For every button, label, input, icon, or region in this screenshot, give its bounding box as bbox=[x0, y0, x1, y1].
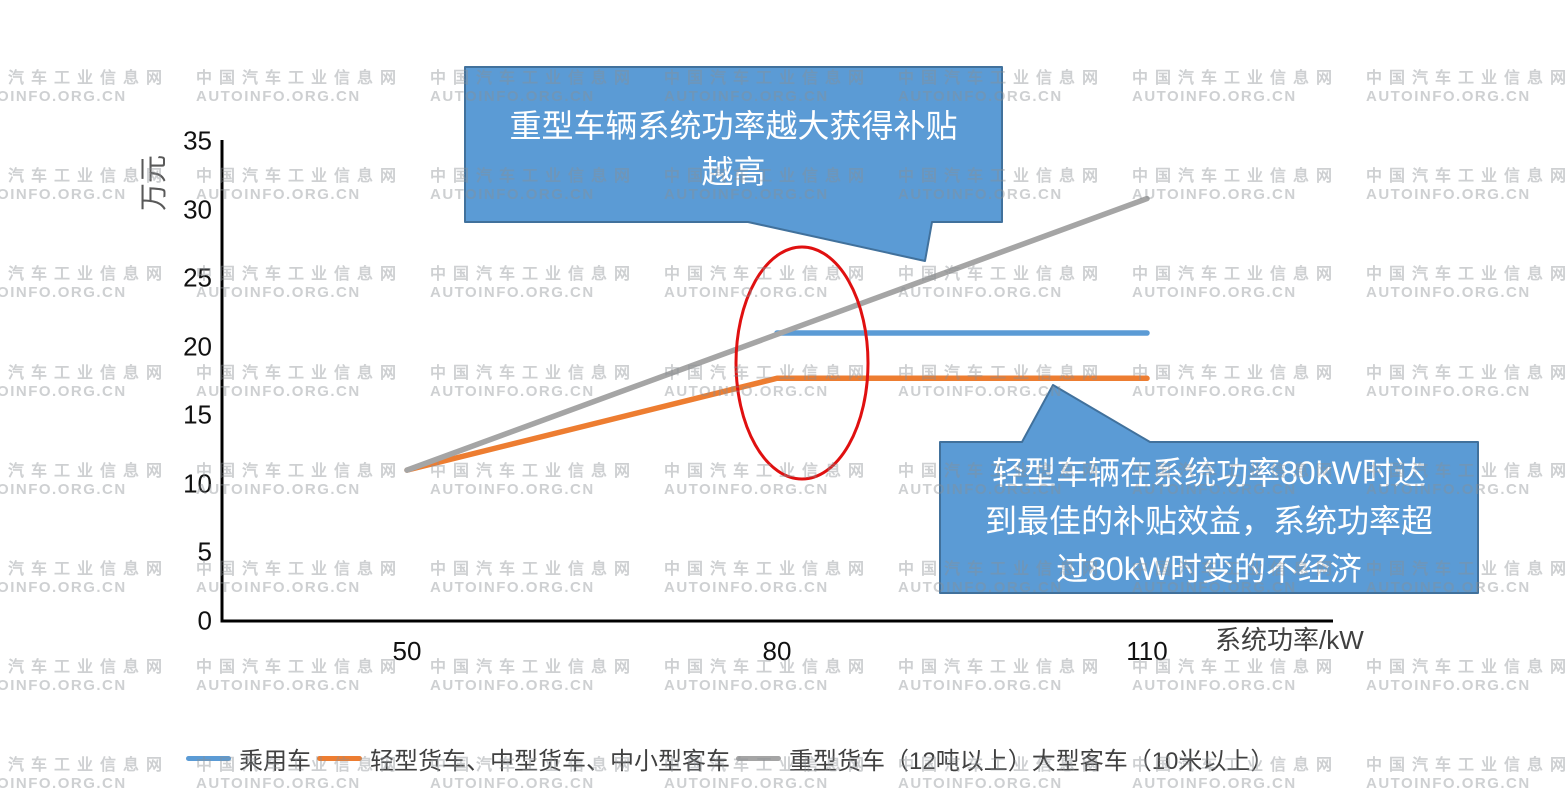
legend-item-0: 乘用车 bbox=[186, 741, 311, 776]
x-axis-title: 系统功率/kW bbox=[1215, 625, 1364, 655]
legend-label: 轻型货车、中型货车、中小型客车 bbox=[370, 747, 730, 775]
x-tick-label: 110 bbox=[1126, 636, 1168, 666]
y-tick-label: 20 bbox=[183, 331, 212, 362]
legend-swatch-icon bbox=[317, 755, 362, 761]
y-tick-label: 15 bbox=[183, 399, 212, 430]
y-tick-label: 0 bbox=[197, 605, 212, 636]
x-tick-label: 50 bbox=[392, 636, 422, 666]
y-tick-label: 5 bbox=[197, 536, 212, 567]
callout-line: 过80kW时变的不经济 bbox=[1056, 551, 1362, 587]
callout-light-vehicles: 轻型车辆在系统功率80kW时达 到最佳的补贴效益，系统功率超 过80kW时变的不… bbox=[940, 449, 1478, 593]
legend-item-2: 重型货车（12吨以上）大型客车（10米以上） bbox=[736, 741, 1274, 776]
y-tick-label: 10 bbox=[183, 468, 212, 499]
emphasis-ellipse bbox=[734, 245, 870, 481]
legend-item-1: 轻型货车、中型货车、中小型客车 bbox=[317, 741, 730, 776]
y-tick-label: 35 bbox=[183, 125, 212, 156]
callout-bubble-0 bbox=[464, 66, 1003, 262]
legend: 乘用车 轻型货车、中型货车、中小型客车 重型货车（12吨以上）大型客车（10米以上） bbox=[186, 741, 1280, 775]
legend-swatch-icon bbox=[186, 755, 231, 761]
legend-label: 重型货车（12吨以上）大型客车（10米以上） bbox=[789, 747, 1275, 775]
callout-heavy-vehicles: 重型车辆系统功率越大获得补贴 越高 bbox=[465, 103, 1002, 195]
series-line-1 bbox=[404, 375, 1150, 473]
callout-line: 到最佳的补贴效益，系统功率超 bbox=[984, 503, 1433, 539]
series-line-2 bbox=[404, 195, 1150, 473]
y-tick-label: 25 bbox=[183, 262, 212, 293]
callout-line: 重型车辆系统功率越大获得补贴 bbox=[509, 108, 958, 144]
callout-line: 轻型车辆在系统功率80kW时达 bbox=[992, 455, 1426, 491]
x-tick-label: 80 bbox=[762, 636, 792, 666]
callout-bubble-1 bbox=[939, 384, 1479, 594]
legend-label: 乘用车 bbox=[239, 747, 311, 775]
y-tick-label: 30 bbox=[183, 194, 212, 225]
legend-swatch-icon bbox=[736, 755, 781, 761]
callout-line: 越高 bbox=[701, 154, 766, 190]
